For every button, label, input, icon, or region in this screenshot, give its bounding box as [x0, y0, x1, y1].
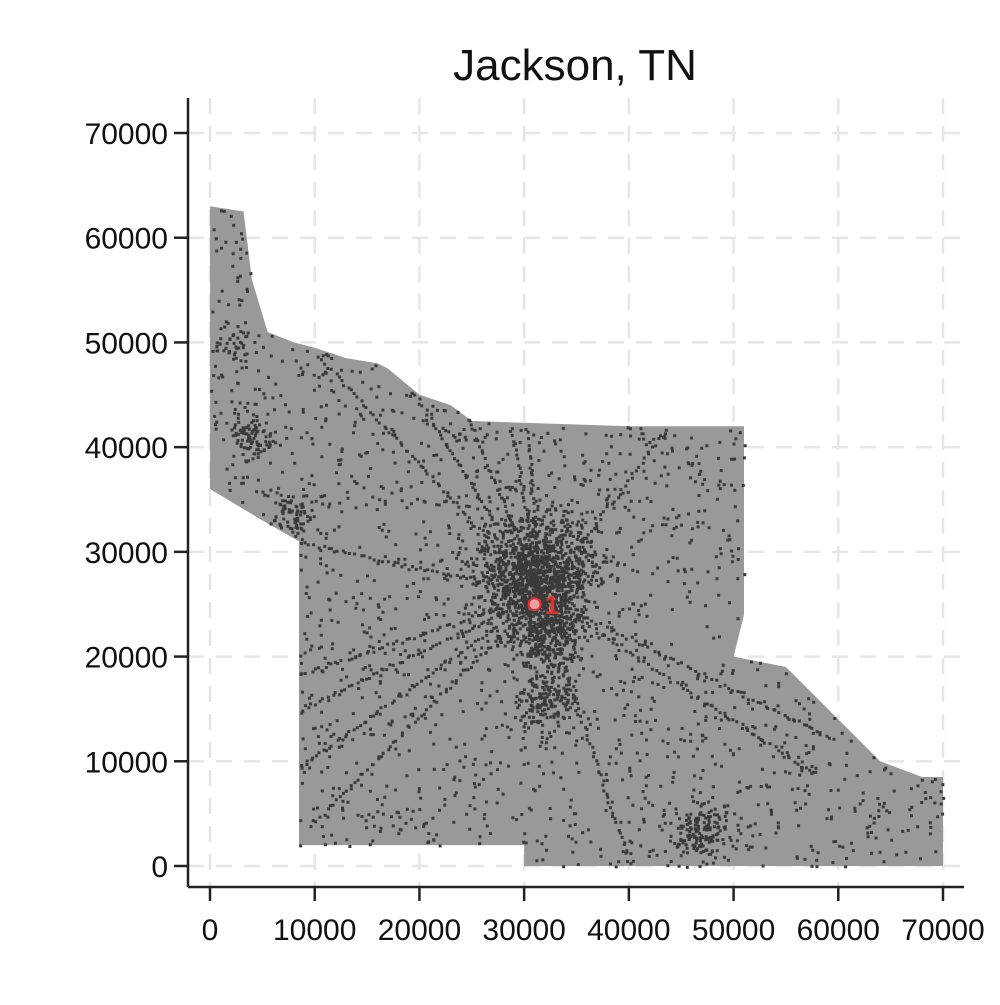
y-tick-label: 50000: [85, 327, 168, 360]
y-tick-label: 30000: [85, 537, 168, 570]
y-tick-label: 0: [151, 851, 168, 884]
x-tick-label: 50000: [692, 914, 775, 947]
x-tick-label: 20000: [378, 914, 461, 947]
y-tick-label: 10000: [85, 746, 168, 779]
point-density-layer: [210, 209, 946, 869]
point-dots: [210, 209, 946, 869]
y-tick-label: 60000: [85, 223, 168, 256]
marker-layer: 1: [527, 590, 559, 620]
x-tick-label: 10000: [273, 914, 356, 947]
location-marker-1: [527, 597, 542, 612]
x-tick-label: 0: [202, 914, 219, 947]
y-tick-label: 20000: [85, 642, 168, 675]
county-region: [210, 206, 943, 867]
x-tick-label: 30000: [482, 914, 565, 947]
axes: 0 10000 20000 30000 40000 50000 60000 70000 0 100…: [85, 98, 985, 947]
y-tick-label: 70000: [85, 118, 168, 151]
y-tick-label: 40000: [85, 432, 168, 465]
x-tick-label: 60000: [797, 914, 880, 947]
county-shape: [210, 206, 943, 867]
location-marker-label: 1: [545, 590, 559, 620]
x-tick-label: 70000: [901, 914, 984, 947]
chart-title: Jackson, TN: [453, 41, 697, 90]
x-tick-label: 40000: [587, 914, 670, 947]
